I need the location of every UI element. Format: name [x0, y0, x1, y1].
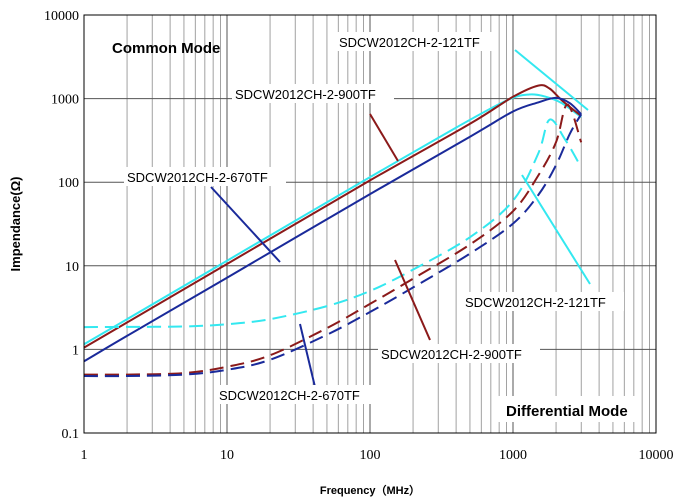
curve-label-bg [124, 167, 286, 186]
x-tick-label: 10000 [639, 448, 674, 463]
curve-label-bg [216, 385, 378, 404]
y-axis-title: Impendance(Ω) [8, 177, 23, 272]
curve-label: SDCW2012CH-2-121TF [465, 295, 606, 310]
y-tick-label: 10 [65, 260, 79, 275]
curve-label-bg [336, 32, 498, 51]
curve-label: SDCW2012CH-2-670TF [219, 388, 360, 403]
common-mode-label: Common Mode [112, 40, 220, 57]
plot-frame [83, 14, 657, 434]
series-line-common-2 [83, 96, 582, 363]
curve-label-bg [232, 84, 394, 103]
curve-label: SDCW2012CH-2-670TF [127, 170, 268, 185]
curve-callout-line [369, 113, 399, 162]
curve-label: SDCW2012CH-2-900TF [381, 347, 522, 362]
chart-grid [83, 14, 656, 434]
curve-callout-line [394, 259, 431, 341]
x-axis-title: Frequency（MHz） [320, 484, 420, 497]
curve-labels: SDCW2012CH-2-121TF SDCW2012CH-2-900TF SDCW… [124, 32, 624, 404]
y-tick-label: 1000 [51, 93, 79, 108]
curve-callout-line [210, 186, 281, 263]
series-line-differential-4 [83, 103, 583, 376]
differential-mode-label: Differential Mode [506, 403, 628, 420]
curve-label: SDCW2012CH-2-900TF [235, 87, 376, 102]
curve-label: SDCW2012CH-2-121TF [339, 35, 480, 50]
x-tick-label: 1 [81, 448, 88, 463]
x-tick-label: 1000 [499, 448, 527, 463]
curve-callout-line [521, 174, 591, 285]
chart-series [83, 84, 583, 378]
x-tick-label: 10 [220, 448, 234, 463]
y-tick-label: 0.1 [62, 427, 80, 442]
curve-callout-line [299, 323, 316, 388]
curve-callout-line [514, 49, 589, 111]
y-tick-label: 100 [58, 176, 79, 191]
differential-mode-label-bg [498, 396, 640, 422]
series-line-differential-3 [83, 118, 583, 329]
series-line-common-1 [83, 84, 582, 349]
series-line-differential-5 [83, 113, 583, 378]
y-tick-label: 1 [72, 343, 79, 358]
curve-callouts [210, 49, 591, 388]
curve-label-bg [378, 344, 540, 363]
y-tick-label: 10000 [44, 9, 79, 24]
curve-label-bg [462, 292, 624, 311]
x-tick-label: 100 [360, 448, 381, 463]
